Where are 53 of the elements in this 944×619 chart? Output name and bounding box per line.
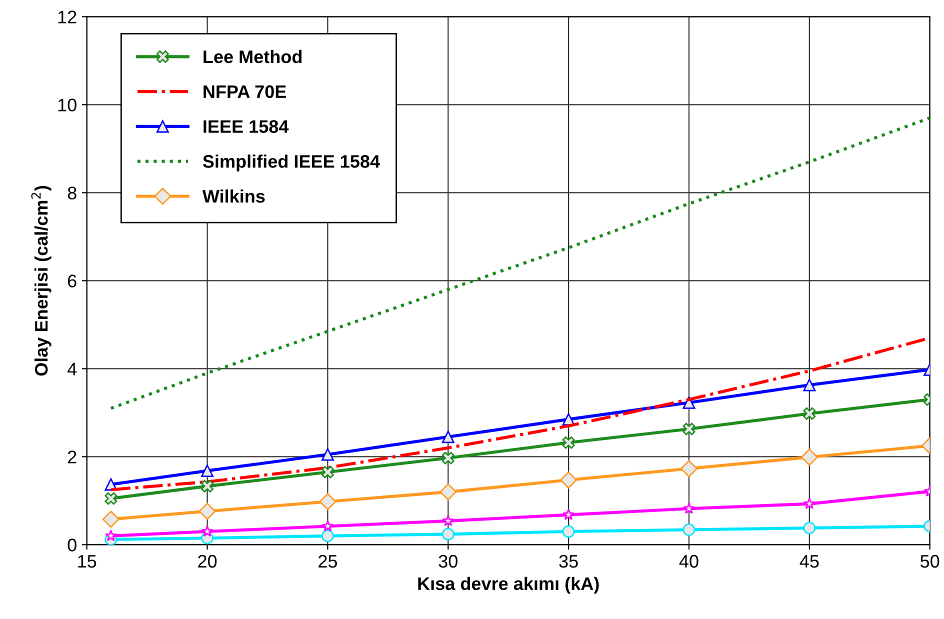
point [803,378,816,392]
y-tick-label: 0 [68,538,76,552]
point [440,483,457,500]
point [201,525,214,537]
point [321,448,334,461]
point [683,502,695,514]
point [442,514,454,526]
legend-label: NFPA 70E [204,85,286,98]
point [803,498,816,509]
point [442,452,454,464]
y-tick-label: 6 [68,274,76,288]
point [104,530,117,542]
point [198,502,216,520]
point [201,480,214,492]
x-tick-label: 25 [318,554,337,568]
point [682,422,696,436]
point [321,530,334,542]
point [562,525,575,538]
point [800,448,818,466]
y-tick-label: 4 [68,362,77,376]
x-tick-label: 40 [679,554,698,568]
legend-label: Wilkins [202,189,265,203]
point [682,524,696,536]
x-tick-label: 15 [78,555,96,568]
x-tick-label: 50 [920,554,940,568]
point [102,510,120,528]
point [562,508,575,520]
legend-label: IEEE 1584 [204,120,289,133]
y-tick-label: 8 [68,186,76,200]
x-tick-label: 45 [800,555,819,568]
point [442,528,454,540]
legend-label: Lee Method [204,50,302,64]
point [562,436,575,449]
point [803,407,816,420]
point [104,492,118,505]
point [442,430,454,444]
point [201,464,214,478]
x-axis-title: Kısa devre akımı (kA) [418,576,599,594]
line-series [109,116,930,410]
point [560,471,578,489]
y-tick-label: 12 [58,10,76,24]
x-tick-label: 30 [438,554,458,568]
legend-label: Simplified IEEE 1584 [202,154,380,172]
y-axis-title: Olay Enerjisi (cal/cm$^{2}$) [31,186,52,376]
point [680,460,698,478]
point [322,520,334,532]
point [321,466,334,478]
point [803,522,816,534]
x-tick-label: 20 [198,554,217,568]
y-tick-label: 2 [68,450,76,464]
point [319,493,336,510]
y-tick-label: 10 [58,98,76,112]
x-tick-label: 35 [559,554,578,568]
